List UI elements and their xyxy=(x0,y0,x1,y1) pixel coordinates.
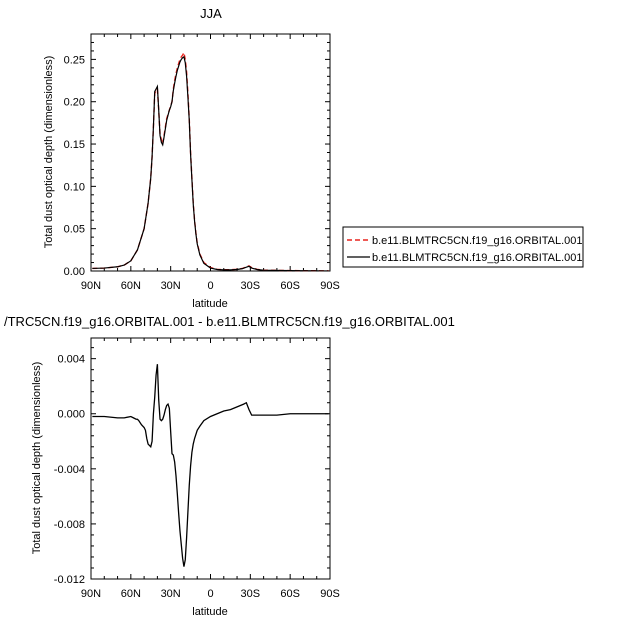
bottom-axis-ticks: 90N 60N 30N 0 30S 60S 90S -0.012 -0.008 -0.004 0.0… xyxy=(54,338,340,600)
legend-box xyxy=(342,226,584,268)
bottom-xtick-label: 90N xyxy=(81,588,101,600)
top-ytick-label: 0.00 xyxy=(64,266,85,278)
top-ytick-label: 0.10 xyxy=(64,181,85,193)
bottom-plot-frame xyxy=(90,337,331,580)
top-axis-ticks: 90N 60N 30N 0 30S 60S 90S 0.00 0.05 0.10 0.15 0.20 0… xyxy=(64,34,340,292)
bottom-xtick-label: 0 xyxy=(207,588,213,600)
top-ytick-label: 0.20 xyxy=(64,97,85,109)
top-panel: JJA 90N 60N 30N 0 30S 60S 90S 0.00 0.05 0.10 0.15 0… xyxy=(43,6,340,310)
bottom-xtick-label: 90S xyxy=(320,588,340,600)
top-ytick-label: 0.15 xyxy=(64,139,85,151)
legend-label-1: b.e11.BLMTRC5CN.f19_g16.ORBITAL.001 xyxy=(372,235,583,247)
top-ytick-label: 0.05 xyxy=(64,224,85,236)
bottom-y-axis-label: Total dust optical depth (dimensionless) xyxy=(31,362,43,555)
top-xtick-label: 30S xyxy=(241,280,261,292)
top-series-red-dashed-line xyxy=(92,50,329,272)
bottom-ytick-label: 0.000 xyxy=(57,409,85,421)
legend: b.e11.BLMTRC5CN.f19_g16.ORBITAL.001 b.e1… xyxy=(342,226,584,268)
top-xtick-label: 60S xyxy=(280,280,300,292)
bottom-ytick-label: -0.012 xyxy=(54,574,85,586)
top-xtick-label: 90S xyxy=(320,280,340,292)
bottom-series-difference-line xyxy=(92,364,329,567)
bottom-ytick-label: -0.008 xyxy=(54,519,85,531)
bottom-xtick-label: 30N xyxy=(161,588,181,600)
bottom-chart-title: /TRC5CN.f19_g16.ORBITAL.001 - b.e11.BLMT… xyxy=(4,314,455,329)
top-series-black-solid-line xyxy=(92,55,329,272)
bottom-ytick-label: 0.004 xyxy=(57,354,85,366)
top-x-axis-label: latitude xyxy=(192,298,227,310)
top-xtick-label: 0 xyxy=(207,280,213,292)
top-xtick-label: 60N xyxy=(121,280,141,292)
top-y-axis-label: Total dust optical depth (dimensionless) xyxy=(43,56,55,249)
top-chart-title: JJA xyxy=(200,6,222,21)
bottom-xtick-label: 60N xyxy=(121,588,141,600)
bottom-x-axis-label: latitude xyxy=(192,606,227,618)
bottom-xtick-label: 30S xyxy=(241,588,261,600)
top-xtick-label: 30N xyxy=(161,280,181,292)
legend-label-2: b.e11.BLMTRC5CN.f19_g16.ORBITAL.001 xyxy=(372,252,583,264)
top-plot-frame xyxy=(90,33,331,272)
bottom-panel: /TRC5CN.f19_g16.ORBITAL.001 - b.e11.BLMT… xyxy=(4,314,455,618)
bottom-xtick-label: 60S xyxy=(280,588,300,600)
bottom-ytick-label: -0.004 xyxy=(54,464,85,476)
top-ytick-label: 0.25 xyxy=(64,54,85,66)
top-xtick-label: 90N xyxy=(81,280,101,292)
